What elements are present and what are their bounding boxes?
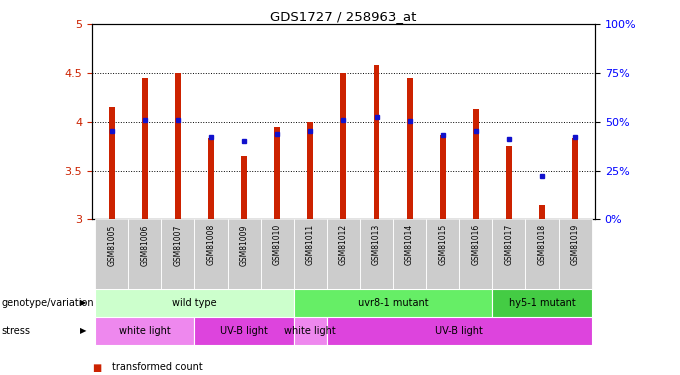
Bar [228,219,260,289]
Text: ▶: ▶ [80,298,86,307]
Bar [492,219,526,289]
Bar [341,73,346,219]
Bar [506,146,512,219]
Bar [426,219,459,289]
Text: UV-B light: UV-B light [435,326,483,336]
Text: transformed count: transformed count [112,363,203,372]
Bar [175,73,181,219]
Text: white light: white light [284,326,336,336]
Text: GSM81006: GSM81006 [140,224,150,266]
Bar [459,219,492,289]
Bar [241,156,247,219]
Bar [407,78,413,219]
Bar [142,78,148,219]
Text: GSM81009: GSM81009 [239,224,249,266]
Text: ■: ■ [92,363,101,372]
Bar [307,122,313,219]
Text: wild type: wild type [172,298,217,308]
Bar [95,289,294,317]
Title: GDS1727 / 258963_at: GDS1727 / 258963_at [270,10,417,23]
Text: stress: stress [1,326,31,336]
Bar [95,317,194,345]
Bar [294,219,327,289]
Bar [526,219,558,289]
Text: GSM81010: GSM81010 [273,224,282,266]
Bar [572,138,578,219]
Bar [294,289,492,317]
Text: hy5-1 mutant: hy5-1 mutant [509,298,575,308]
Bar [95,219,129,289]
Text: GSM81018: GSM81018 [537,224,547,266]
Bar [492,289,592,317]
Bar [440,135,445,219]
Bar [473,109,479,219]
Text: GSM81007: GSM81007 [173,224,182,266]
Text: white light: white light [119,326,171,336]
Text: GSM81019: GSM81019 [571,224,579,266]
Bar [393,219,426,289]
Bar [161,219,194,289]
Text: GSM81016: GSM81016 [471,224,480,266]
Text: GSM81011: GSM81011 [306,224,315,266]
Bar [539,205,545,219]
Bar [194,317,294,345]
Text: GSM81014: GSM81014 [405,224,414,266]
Bar [558,219,592,289]
Bar [327,219,360,289]
Text: GSM81012: GSM81012 [339,224,348,266]
Text: GSM81005: GSM81005 [107,224,116,266]
Bar [194,219,228,289]
Bar [274,127,280,219]
Text: GSM81013: GSM81013 [372,224,381,266]
Text: uvr8-1 mutant: uvr8-1 mutant [358,298,428,308]
Bar [360,219,393,289]
Bar [129,219,161,289]
Text: GSM81015: GSM81015 [438,224,447,266]
Bar [294,317,327,345]
Bar [109,107,115,219]
Text: GSM81017: GSM81017 [505,224,513,266]
Bar [260,219,294,289]
Bar [327,317,592,345]
Bar [373,65,379,219]
Text: ▶: ▶ [80,326,86,336]
Text: GSM81008: GSM81008 [207,224,216,266]
Text: UV-B light: UV-B light [220,326,268,336]
Text: genotype/variation: genotype/variation [1,298,94,308]
Bar [208,138,214,219]
